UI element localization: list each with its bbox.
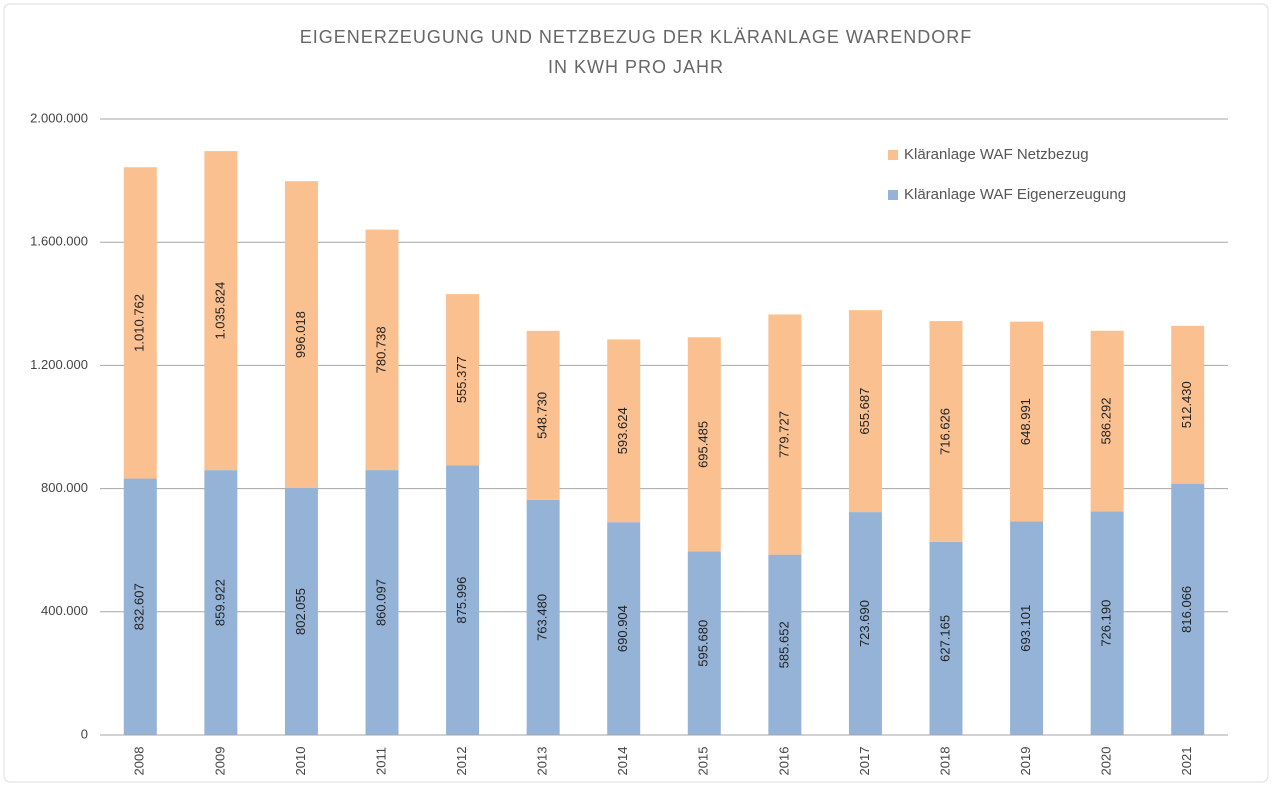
value-label: 627.165 — [937, 615, 952, 662]
x-tick-label: 2011 — [373, 747, 388, 775]
value-label: 779.727 — [776, 411, 791, 458]
value-label: 859.922 — [212, 579, 227, 626]
value-label: 693.101 — [1018, 605, 1033, 652]
chart-title: IN KWH PRO JAHR — [548, 57, 724, 77]
legend-swatch — [888, 190, 898, 200]
y-tick-label: 1.600.000 — [30, 234, 88, 249]
bar-segment — [687, 551, 721, 735]
bar-segment — [1010, 321, 1044, 522]
y-tick-label: 2.000.000 — [30, 110, 88, 125]
bar-segment — [365, 470, 399, 735]
bar-segment — [607, 339, 641, 523]
value-label: 723.690 — [857, 600, 872, 647]
value-label: 860.097 — [373, 579, 388, 626]
bar-segment — [526, 330, 560, 500]
x-tick-label: 2016 — [776, 747, 791, 776]
x-tick-label: 2017 — [857, 747, 872, 776]
x-tick-label: 2021 — [1179, 747, 1194, 776]
value-label: 655.687 — [857, 388, 872, 435]
value-label: 595.680 — [696, 620, 711, 667]
bar-segment — [1090, 330, 1124, 512]
bar-segment — [607, 522, 641, 735]
bar-segment — [1090, 511, 1124, 735]
bar-segment — [848, 512, 882, 735]
bar-segment — [284, 487, 318, 735]
value-label: 593.624 — [615, 407, 630, 454]
value-label: 512.430 — [1179, 381, 1194, 428]
value-label: 548.730 — [535, 392, 550, 439]
x-tick-label: 2015 — [696, 747, 711, 776]
legend-label: Kläranlage WAF Netzbezug — [904, 146, 1089, 163]
bar-segment — [284, 181, 318, 488]
value-label: 763.480 — [535, 594, 550, 641]
bar-segment — [1171, 483, 1205, 735]
value-label: 585.652 — [776, 621, 791, 668]
y-tick-label: 0 — [81, 726, 88, 741]
bar-segment — [446, 294, 480, 466]
bar-segment — [1171, 325, 1205, 484]
bar-segment — [768, 554, 802, 735]
value-label: 1.010.762 — [132, 294, 147, 352]
x-tick-label: 2018 — [937, 747, 952, 776]
bar-segment — [929, 541, 963, 735]
x-tick-label: 2014 — [615, 747, 630, 776]
value-label: 816.066 — [1179, 586, 1194, 633]
value-label: 716.626 — [937, 408, 952, 455]
value-label: 695.485 — [696, 421, 711, 468]
bar-segment — [123, 478, 157, 735]
x-tick-label: 2013 — [535, 747, 550, 776]
bar-segment — [204, 470, 238, 735]
value-label: 690.904 — [615, 605, 630, 652]
legend-label: Kläranlage WAF Eigenerzeugung — [904, 186, 1126, 203]
x-tick-label: 2010 — [293, 747, 308, 776]
x-tick-label: 2012 — [454, 747, 469, 776]
bar-segment — [768, 314, 802, 555]
value-label: 1.035.824 — [212, 282, 227, 340]
value-label: 780.738 — [373, 326, 388, 373]
y-tick-label: 1.200.000 — [30, 357, 88, 372]
value-label: 555.377 — [454, 356, 469, 403]
bar-segment — [123, 167, 157, 479]
bar-segment — [446, 465, 480, 735]
bar-segment — [526, 499, 560, 735]
value-label: 996.018 — [293, 311, 308, 358]
value-label: 802.055 — [293, 588, 308, 635]
x-tick-label: 2008 — [132, 747, 147, 776]
value-label: 648.991 — [1018, 398, 1033, 445]
value-label: 832.607 — [132, 583, 147, 630]
x-tick-label: 2020 — [1099, 747, 1114, 776]
x-tick-label: 2009 — [212, 747, 227, 776]
bar-segment — [1010, 521, 1044, 735]
bar-segment — [365, 229, 399, 471]
bar-segment — [929, 321, 963, 542]
chart-title: EIGENERZEUGUNG UND NETZBEZUG DER KLÄRANL… — [300, 27, 972, 47]
value-label: 726.190 — [1099, 600, 1114, 647]
legend-swatch — [888, 150, 898, 160]
value-label: 875.996 — [454, 577, 469, 624]
y-tick-label: 400.000 — [41, 603, 88, 618]
x-tick-label: 2019 — [1018, 747, 1033, 776]
bar-segment — [848, 310, 882, 513]
bar-segment — [204, 151, 238, 471]
bar-segment — [687, 337, 721, 552]
value-label: 586.292 — [1099, 398, 1114, 445]
y-tick-label: 800.000 — [41, 480, 88, 495]
